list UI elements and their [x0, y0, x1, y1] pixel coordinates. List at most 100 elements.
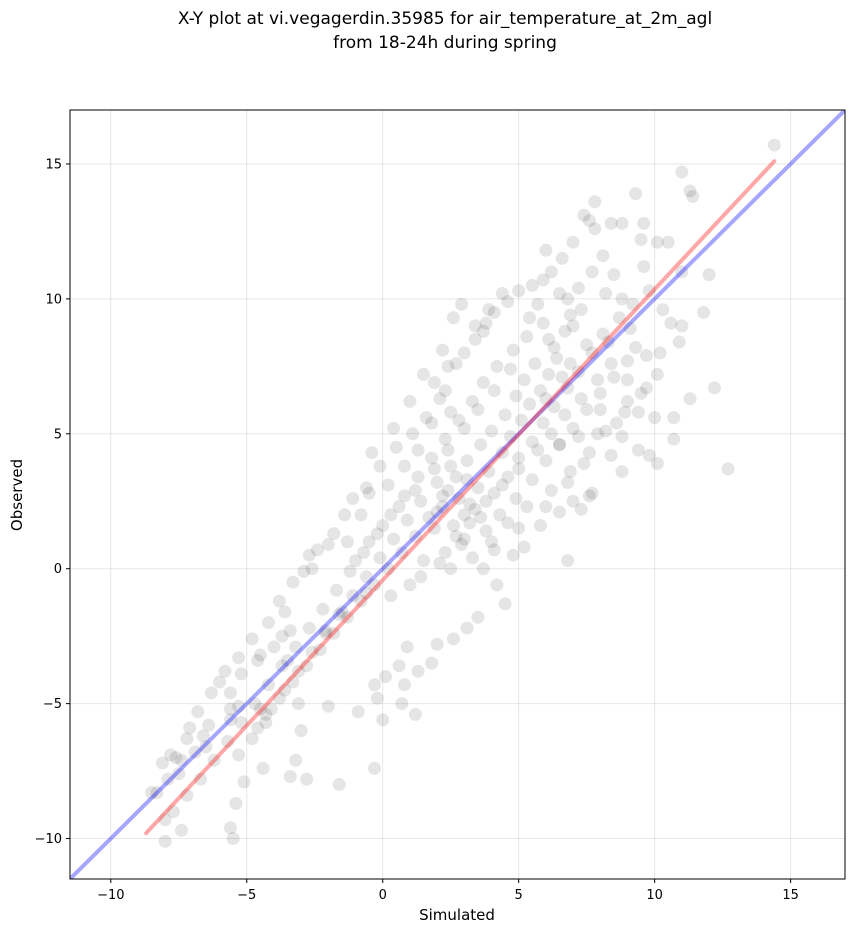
scatter-point	[368, 761, 382, 775]
scatter-point	[498, 408, 512, 422]
scatter-point	[552, 286, 566, 300]
scatter-point	[487, 543, 501, 557]
y-tick-label: −5	[43, 697, 62, 712]
scatter-point	[582, 446, 596, 460]
scatter-point	[310, 543, 324, 557]
scatter-point	[561, 475, 575, 489]
scatter-point	[588, 222, 602, 236]
scatter-point	[158, 834, 172, 848]
scatter-point	[354, 508, 368, 522]
scatter-point	[425, 416, 439, 430]
scatter-point	[482, 303, 496, 317]
scatter-point	[702, 268, 716, 282]
scatter-point	[520, 330, 534, 344]
scatter-point	[607, 370, 621, 384]
scatter-point	[642, 448, 656, 462]
scatter-point	[251, 721, 265, 735]
scatter-point	[400, 640, 414, 654]
scatter-point	[457, 532, 471, 546]
scatter-point	[419, 411, 433, 425]
scatter-point	[612, 311, 626, 325]
scatter-point	[262, 678, 276, 692]
scatter-point	[648, 411, 662, 425]
scatter-point	[474, 510, 488, 524]
scatter-point	[232, 699, 246, 713]
scatter-point	[291, 697, 305, 711]
scatter-point	[223, 821, 237, 835]
scatter-point	[479, 494, 493, 508]
scatter-point	[585, 486, 599, 500]
scatter-point	[460, 454, 474, 468]
scatter-point	[465, 394, 479, 408]
scatter-point	[683, 184, 697, 198]
scatter-point	[542, 367, 556, 381]
scatter-point	[191, 705, 205, 719]
scatter-point	[580, 338, 594, 352]
scatter-point	[438, 432, 452, 446]
scatter-point	[523, 311, 537, 325]
scatter-point	[558, 408, 572, 422]
scatter-point	[433, 556, 447, 570]
scatter-point	[373, 459, 387, 473]
scatter-point	[183, 721, 197, 735]
scatter-point	[381, 478, 395, 492]
scatter-point	[544, 265, 558, 279]
scatter-point	[631, 405, 645, 419]
scatter-point	[204, 686, 218, 700]
scatter-point	[278, 683, 292, 697]
scatter-point	[501, 516, 515, 530]
scatter-point	[620, 354, 634, 368]
data-points	[145, 138, 781, 848]
scatter-point	[455, 537, 469, 551]
scatter-point	[542, 332, 556, 346]
scatter-point	[259, 707, 273, 721]
scatter-point	[408, 483, 422, 497]
scatter-point	[248, 697, 262, 711]
scatter-point	[615, 216, 629, 230]
scatter-point	[411, 664, 425, 678]
scatter-point	[245, 632, 259, 646]
scatter-point	[302, 621, 316, 635]
scatter-point	[436, 343, 450, 357]
scatter-point	[343, 564, 357, 578]
scatter-point	[509, 492, 523, 506]
scatter-point	[618, 405, 632, 419]
scatter-point	[490, 578, 504, 592]
scatter-point	[281, 653, 295, 667]
scatter-point	[620, 373, 634, 387]
scatter-point	[634, 233, 648, 247]
scatter-point	[300, 772, 314, 786]
scatter-point	[275, 659, 289, 673]
scatter-point	[207, 753, 221, 767]
y-tick-label: −10	[35, 832, 62, 847]
scatter-point	[417, 367, 431, 381]
scatter-point	[223, 686, 237, 700]
scatter-point	[313, 643, 327, 657]
scatter-point	[430, 637, 444, 651]
scatter-point	[283, 624, 297, 638]
scatter-point	[359, 586, 373, 600]
scatter-point	[427, 521, 441, 535]
scatter-point	[327, 626, 341, 640]
scatter-point	[174, 753, 188, 767]
scatter-point	[468, 332, 482, 346]
scatter-point	[332, 608, 346, 622]
scatter-point	[446, 311, 460, 325]
y-axis-label: Observed	[8, 459, 26, 531]
scatter-point	[294, 724, 308, 738]
scatter-point	[539, 454, 553, 468]
scatter-point	[629, 187, 643, 201]
scatter-point	[427, 462, 441, 476]
scatter-point	[626, 297, 640, 311]
scatter-point	[368, 678, 382, 692]
scatter-point	[395, 546, 409, 560]
scatter-point	[449, 470, 463, 484]
scatter-point	[523, 397, 537, 411]
scatter-point	[357, 546, 371, 560]
scatter-point	[368, 578, 382, 592]
scatter-point	[234, 667, 248, 681]
scatter-point	[226, 832, 240, 846]
grid-lines	[70, 110, 845, 879]
scatter-point	[251, 653, 265, 667]
scatter-point	[675, 265, 689, 279]
